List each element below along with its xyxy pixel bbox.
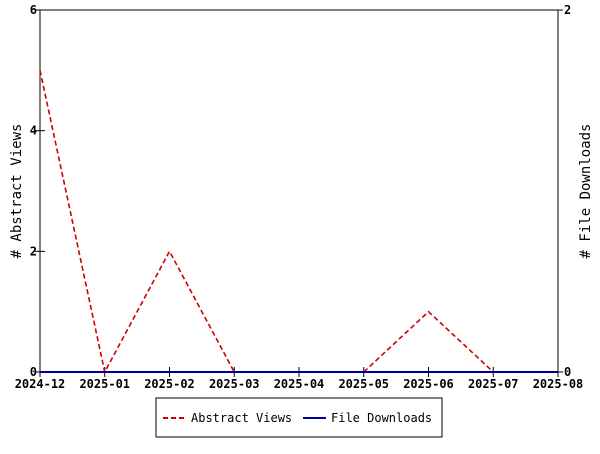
x-tick-label: 2025-04	[274, 377, 325, 391]
legend-label-file-downloads: File Downloads	[331, 411, 432, 425]
y-axis-left-label: # Abstract Views	[9, 124, 25, 259]
plot-frame	[39, 9, 559, 373]
x-tick-label: 2024-12	[15, 377, 66, 391]
legend-label-abstract-views: Abstract Views	[191, 411, 292, 425]
plot-area	[39, 9, 559, 373]
y-right-tick-label: 0	[564, 365, 571, 379]
x-tick-label: 2025-03	[209, 377, 260, 391]
x-tick-label: 2025-05	[338, 377, 389, 391]
x-tick-label: 2025-07	[468, 377, 519, 391]
legend: Abstract Views File Downloads	[155, 397, 443, 438]
y-right-tick-label: 2	[564, 3, 571, 17]
y-left-tick-label: 2	[30, 244, 37, 258]
axes: 2024-12 2025-01 2025-02 2025-03 2025-04 2025-…	[15, 3, 584, 391]
series-line-abstract-views	[39, 70, 558, 375]
y-left-tick-label: 0	[30, 365, 37, 379]
y-axis-right-label: # File Downloads	[578, 124, 594, 259]
x-tick-label: 2025-02	[144, 377, 195, 391]
y-left-tick-label: 4	[30, 124, 37, 138]
x-tick-label: 2025-08	[533, 377, 584, 391]
series-layer	[39, 70, 558, 375]
x-tick-label: 2025-06	[403, 377, 454, 391]
y-left-tick-label: 6	[30, 3, 37, 17]
legend-box	[155, 397, 443, 438]
x-tick-label: 2025-01	[79, 377, 130, 391]
